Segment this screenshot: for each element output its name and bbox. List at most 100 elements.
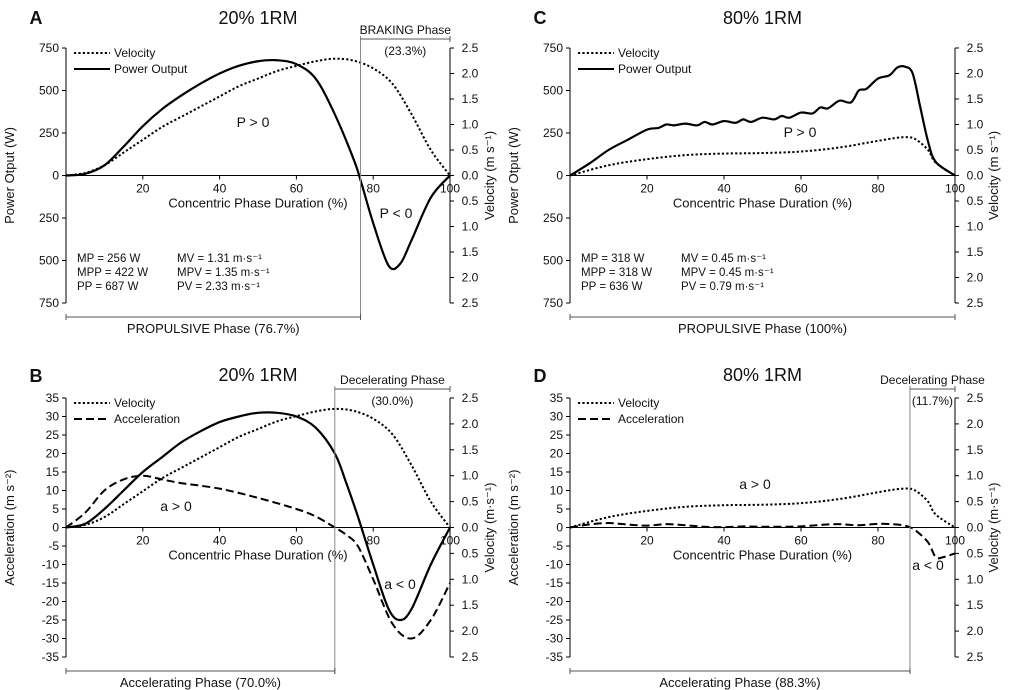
y2-axis-label: Velocity (m s⁻¹) <box>986 131 1001 220</box>
x-tick-label: 100 <box>945 534 965 548</box>
y-tick-label: -30 <box>42 632 60 646</box>
y-tick-label: 250 <box>39 126 59 140</box>
y-tick-label: -35 <box>42 650 60 664</box>
y-tick-label: 15 <box>46 465 60 479</box>
y-tick-label: 30 <box>46 410 60 424</box>
legend-label: Acceleration <box>618 412 684 426</box>
chart-panel-b: B 20% 1RM 35 30 25 20 15 10 5 0 -5 -10 -15 -20 -25 -30 -… <box>2 365 497 690</box>
legend-label: Velocity <box>618 46 659 60</box>
phase-bottom-label: PROPULSIVE Phase (100%) <box>678 321 847 336</box>
legend-label: Acceleration <box>114 412 180 426</box>
x-axis-label: Concentric Phase Duration (%) <box>168 196 347 211</box>
y-tick-label: -25 <box>546 613 564 627</box>
y2-tick-label: 0.5 <box>967 495 984 509</box>
y-tick-label: 750 <box>543 41 563 55</box>
y-tick-label: 20 <box>46 447 60 461</box>
y2-tick-label: 1.0 <box>967 118 984 132</box>
stat-left: MPP = 318 W <box>581 267 652 279</box>
y2-tick-label: 2.0 <box>462 67 479 81</box>
x-tick-label: 40 <box>213 182 227 196</box>
y2-tick-label: 2.5 <box>462 650 479 664</box>
y2-axis-label: Velocity (m s⁻¹) <box>482 131 497 220</box>
legend-label: Velocity <box>114 396 155 410</box>
stat-right: PV = 2.33 m·s⁻¹ <box>177 281 260 293</box>
y-tick-label: 500 <box>543 254 563 268</box>
y2-tick-label: 0.0 <box>967 169 984 183</box>
series-velocity <box>569 487 956 529</box>
y2-tick-label: 0.0 <box>967 521 984 535</box>
y2-tick-label: 1.0 <box>967 469 984 483</box>
phase-top-pct: (23.3%) <box>384 44 426 58</box>
panel-title: 80% 1RM <box>723 365 802 385</box>
y2-tick-label: 1.5 <box>462 443 479 457</box>
y-axis-label: Acceleration (m s⁻²) <box>506 470 521 586</box>
annotation: a > 0 <box>160 498 192 514</box>
y-tick-label: 0 <box>556 521 563 535</box>
stat-right: MPV = 0.45 m·s⁻¹ <box>681 267 774 279</box>
panel-title: 20% 1RM <box>218 365 297 385</box>
y2-tick-label: 2.0 <box>967 417 984 431</box>
y-tick-label: 10 <box>46 484 60 498</box>
y2-tick-label: 1.5 <box>462 92 479 106</box>
y-tick-label: 20 <box>550 447 564 461</box>
y-tick-label: 500 <box>39 84 59 98</box>
y2-tick-label: 2.5 <box>462 41 479 55</box>
y2-tick-label: 1.5 <box>462 245 479 259</box>
stat-right: MPV = 1.35 m·s⁻¹ <box>177 267 270 279</box>
y-tick-label: -10 <box>42 558 60 572</box>
stat-left: MP = 256 W <box>77 253 141 265</box>
y-axis-label: Acceleration (m s⁻²) <box>2 470 17 586</box>
x-tick-label: 60 <box>290 534 304 548</box>
stat-left: PP = 687 W <box>77 281 139 293</box>
y2-tick-label: 1.0 <box>462 118 479 132</box>
y2-tick-label: 2.0 <box>967 624 984 638</box>
y2-tick-label: 1.0 <box>967 572 984 586</box>
legend-label: Power Output <box>114 62 188 76</box>
stat-left: PP = 636 W <box>581 281 643 293</box>
phase-bottom-label: Accelerating Phase (88.3%) <box>659 675 820 690</box>
stat-left: MPP = 422 W <box>77 267 148 279</box>
annotation: a < 0 <box>384 576 416 592</box>
y2-tick-label: 2.0 <box>462 417 479 431</box>
y-tick-label: -20 <box>546 595 564 609</box>
chart-panel-d: D 80% 1RM 35 30 25 20 15 10 5 0 -5 -10 -15 -20 -25 -30 -… <box>506 365 1001 690</box>
annotation: P > 0 <box>237 114 270 130</box>
y2-tick-label: 0.0 <box>462 169 479 183</box>
y-tick-label: 10 <box>550 484 564 498</box>
y-tick-label: -10 <box>546 558 564 572</box>
y-tick-label: -15 <box>546 576 564 590</box>
annotation: P < 0 <box>380 205 413 221</box>
y2-tick-label: 2.5 <box>462 391 479 405</box>
x-tick-label: 40 <box>717 534 731 548</box>
x-axis-label: Concentric Phase Duration (%) <box>673 548 852 563</box>
phase-top-label: BRAKING Phase <box>360 23 452 37</box>
legend-label: Velocity <box>114 46 155 60</box>
y2-tick-label: 1.5 <box>967 443 984 457</box>
phase-top-label: Decelerating Phase <box>340 373 445 387</box>
y2-tick-label: 2.5 <box>462 296 479 310</box>
chart-panel-c: C 80% 1RM 750 500 250 0 250 500 750 2.5 2.0 1.5 1.0 0… <box>506 8 1001 336</box>
chart-panel-a: A 20% 1RM 750 500 250 0 250 500 750 2.5 2.0 1.5 1.0 0… <box>2 8 497 336</box>
panel-title: 80% 1RM <box>723 8 802 28</box>
y-tick-label: 0 <box>52 521 59 535</box>
y2-tick-label: 2.0 <box>462 271 479 285</box>
y2-tick-label: 0.5 <box>967 194 984 208</box>
x-tick-label: 60 <box>290 182 304 196</box>
y2-tick-label: 2.5 <box>967 650 984 664</box>
x-tick-label: 20 <box>640 182 654 196</box>
series-velocity <box>569 136 956 177</box>
y2-tick-label: 2.5 <box>967 41 984 55</box>
y2-tick-label: 0.5 <box>462 495 479 509</box>
y2-tick-label: 1.0 <box>462 572 479 586</box>
series-power-output <box>569 65 956 177</box>
y2-tick-label: 1.5 <box>967 92 984 106</box>
y2-axis-label: Velocity (m·s⁻¹) <box>986 483 1001 573</box>
y2-tick-label: 1.0 <box>967 220 984 234</box>
y2-tick-label: 2.5 <box>967 391 984 405</box>
x-tick-label: 60 <box>794 182 808 196</box>
y-tick-label: 5 <box>52 502 59 516</box>
y-tick-label: 25 <box>46 428 60 442</box>
y-tick-label: -5 <box>552 539 563 553</box>
x-tick-label: 80 <box>367 182 381 196</box>
